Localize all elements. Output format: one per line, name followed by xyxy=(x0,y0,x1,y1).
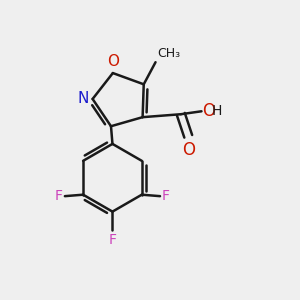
Text: CH₃: CH₃ xyxy=(157,47,180,60)
Text: F: F xyxy=(162,189,170,203)
Text: H: H xyxy=(211,104,222,118)
Text: O: O xyxy=(202,102,215,120)
Text: O: O xyxy=(107,54,119,69)
Text: F: F xyxy=(109,233,116,247)
Text: O: O xyxy=(182,141,195,159)
Text: F: F xyxy=(55,189,63,203)
Text: N: N xyxy=(78,91,89,106)
